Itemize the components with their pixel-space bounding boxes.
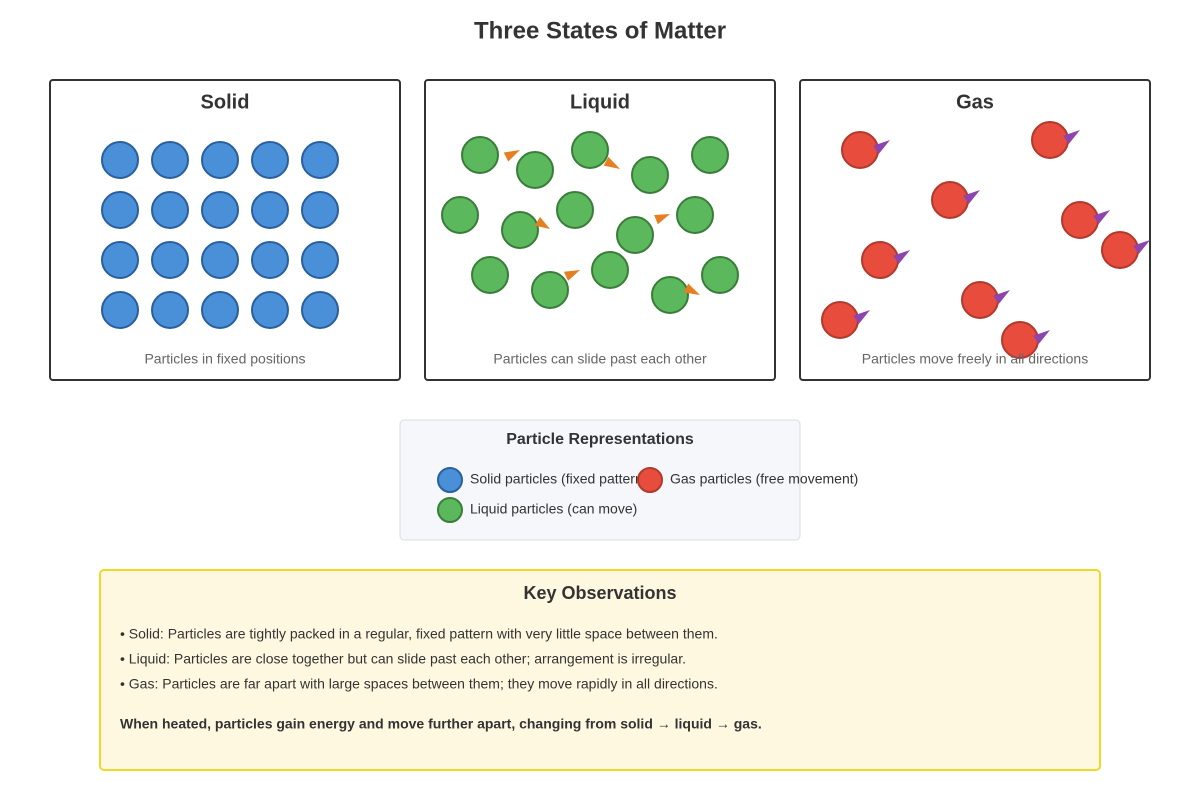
gas-particle: [1101, 231, 1139, 269]
page-title: Three States of Matter: [474, 17, 726, 44]
observation: • Gas: Particles are far apart with larg…: [120, 676, 718, 692]
solid-particle: [151, 291, 189, 329]
solid-particle: [251, 141, 289, 179]
motion-arrow: [563, 270, 580, 281]
gas-particle: [1031, 121, 1069, 159]
solid-particle: [251, 241, 289, 279]
solid-particle: [151, 241, 189, 279]
legend-title: Particle Representations: [506, 431, 694, 448]
motion-arrow: [993, 290, 1010, 304]
liquid-particle: [516, 151, 554, 189]
solid-particle: [101, 291, 139, 329]
legend-label: Solid particles (fixed pattern): [470, 471, 647, 487]
panel-caption: Particles in fixed positions: [144, 351, 305, 367]
solid-particle: [301, 241, 339, 279]
observations-title: Key Observations: [523, 583, 676, 603]
observation: • Solid: Particles are tightly packed in…: [120, 626, 718, 642]
solid-panel: [49, 79, 401, 381]
liquid-particle: [691, 136, 729, 174]
liquid-particle: [571, 131, 609, 169]
motion-arrow: [893, 250, 910, 264]
liquid-particle: [676, 196, 714, 234]
solid-particle: [251, 191, 289, 229]
solid-particle: [201, 191, 239, 229]
conclusion: When heated, particles gain energy and m…: [120, 716, 762, 732]
motion-arrow: [1063, 130, 1080, 144]
liquid-particle: [441, 196, 479, 234]
solid-particle: [101, 141, 139, 179]
motion-arrow: [853, 310, 870, 324]
panel-title: Liquid: [570, 91, 630, 113]
motion-arrow: [1033, 330, 1050, 344]
liquid-particle: [701, 256, 739, 294]
motion-arrow: [1133, 240, 1150, 254]
solid-particle: [251, 291, 289, 329]
motion-arrow: [654, 214, 670, 225]
solid-particle: [201, 141, 239, 179]
gas-particle: [841, 131, 879, 169]
observations-box: [99, 569, 1101, 771]
solid-particle: [301, 291, 339, 329]
motion-arrow: [603, 156, 620, 169]
liquid-particle: [556, 191, 594, 229]
motion-arrow: [534, 217, 550, 229]
legend-swatch: [437, 467, 463, 493]
panel-title: Gas: [956, 91, 994, 113]
motion-arrow: [1093, 210, 1110, 224]
liquid-particle: [591, 251, 629, 289]
liquid-particle: [501, 211, 539, 249]
liquid-particle: [616, 216, 654, 254]
liquid-particle: [651, 276, 689, 314]
gas-particle: [961, 281, 999, 319]
motion-arrow: [963, 190, 980, 204]
gas-particle: [821, 301, 859, 339]
solid-particle: [301, 191, 339, 229]
panel-title: Solid: [201, 91, 250, 113]
particles: [101, 121, 1150, 359]
gas-particle: [1061, 201, 1099, 239]
solid-particle: [201, 291, 239, 329]
motion-arrow: [503, 150, 520, 162]
solid-particle: [151, 141, 189, 179]
liquid-particle: [531, 271, 569, 309]
legend-label: Gas particles (free movement): [670, 471, 858, 487]
legend-swatch: [637, 467, 663, 493]
gas-particle: [861, 241, 899, 279]
solid-particle: [101, 241, 139, 279]
liquid-particle: [471, 256, 509, 294]
liquid-particle: [461, 136, 499, 174]
gas-particle: [931, 181, 969, 219]
gas-panel: [799, 79, 1151, 381]
liquid-particle: [631, 156, 669, 194]
liquid-panel: [424, 79, 776, 381]
motion-arrow: [873, 140, 890, 154]
solid-particle: [201, 241, 239, 279]
solid-particle: [151, 191, 189, 229]
observation: • Liquid: Particles are close together b…: [120, 651, 686, 667]
solid-particle: [301, 141, 339, 179]
panel-caption: Particles can slide past each other: [493, 351, 707, 367]
motion-arrow: [683, 283, 700, 295]
legend-box: [399, 419, 801, 541]
solid-particle: [101, 191, 139, 229]
legend-swatch: [437, 497, 463, 523]
panel-caption: Particles move freely in all directions: [862, 351, 1088, 367]
legend-label: Liquid particles (can move): [470, 501, 637, 517]
